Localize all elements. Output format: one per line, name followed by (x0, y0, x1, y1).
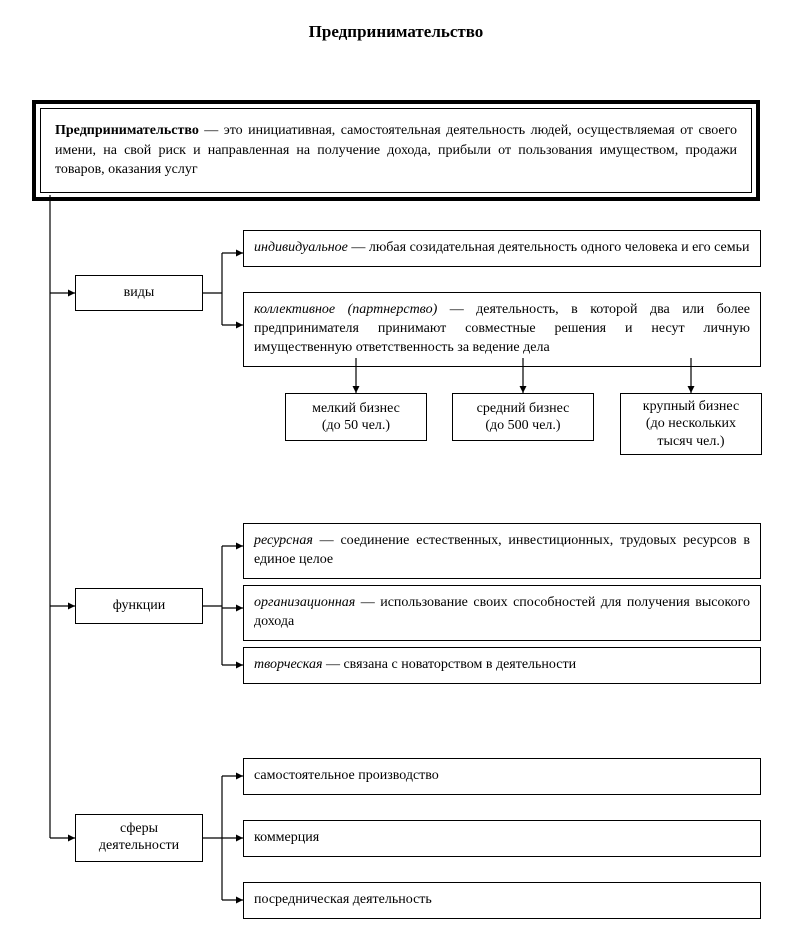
definition-box: Предпринимательство — это инициативная, … (32, 100, 760, 201)
diagram-page: Предпринимательство Предпринимательство … (0, 0, 792, 935)
biz-medium-line2: (до 500 чел.) (485, 418, 560, 433)
biz-small: мелкий бизнес (до 50 чел.) (285, 393, 427, 441)
spheres-line2: деятельности (99, 838, 179, 853)
biz-small-line1: мелкий бизнес (312, 401, 400, 416)
definition-term: Предпринимательство (55, 123, 199, 138)
biz-small-line2: (до 50 чел.) (322, 418, 390, 433)
types-collective-term: коллективное (партнерство) (254, 302, 437, 317)
spheres-production-text: самостоятельное производство (254, 768, 439, 783)
biz-medium-line1: средний бизнес (477, 401, 570, 416)
functions-creative-rest: — связана с новаторством в деятельности (322, 657, 576, 672)
functions-creative: творческая — связана с новаторством в де… (243, 647, 761, 684)
spheres-line1: сферы (120, 821, 158, 836)
spheres-mediation: посредническая деятельность (243, 882, 761, 919)
functions-resource-rest: — соединение естественных, инвестиционны… (254, 533, 750, 567)
definition-text: Предпринимательство — это инициативная, … (40, 108, 752, 193)
types-collective: коллективное (партнерство) — деятельност… (243, 292, 761, 367)
biz-medium-text: средний бизнес (до 500 чел.) (477, 400, 570, 435)
category-types-label: виды (124, 285, 155, 302)
biz-medium: средний бизнес (до 500 чел.) (452, 393, 594, 441)
biz-large: крупный бизнес (до нескольких тысяч чел.… (620, 393, 762, 455)
spheres-commerce-text: коммерция (254, 830, 319, 845)
biz-large-line2: (до нескольких (646, 416, 736, 431)
biz-small-text: мелкий бизнес (до 50 чел.) (312, 400, 400, 435)
category-types: виды (75, 275, 203, 311)
spheres-mediation-text: посредническая деятельность (254, 892, 432, 907)
category-functions: функции (75, 588, 203, 624)
functions-resource: ресурсная — соединение естественных, инв… (243, 523, 761, 579)
biz-large-text: крупный бизнес (до нескольких тысяч чел.… (643, 398, 739, 451)
functions-org-term: организационная (254, 595, 355, 610)
page-title: Предпринимательство (0, 22, 792, 42)
functions-resource-term: ресурсная (254, 533, 313, 548)
functions-creative-term: творческая (254, 657, 322, 672)
spheres-commerce: коммерция (243, 820, 761, 857)
biz-large-line1: крупный бизнес (643, 399, 739, 414)
types-individual-term: индивидуальное (254, 240, 348, 255)
types-individual-rest: — любая созидательная деятельность одног… (348, 240, 750, 255)
spheres-production: самостоятельное производство (243, 758, 761, 795)
category-functions-label: функции (113, 598, 166, 615)
category-spheres: сферы деятельности (75, 814, 203, 862)
biz-large-line3: тысяч чел.) (657, 434, 724, 449)
category-spheres-label: сферы деятельности (99, 821, 179, 855)
types-individual: индивидуальное — любая созидательная дея… (243, 230, 761, 267)
functions-org: организационная — использование своих сп… (243, 585, 761, 641)
